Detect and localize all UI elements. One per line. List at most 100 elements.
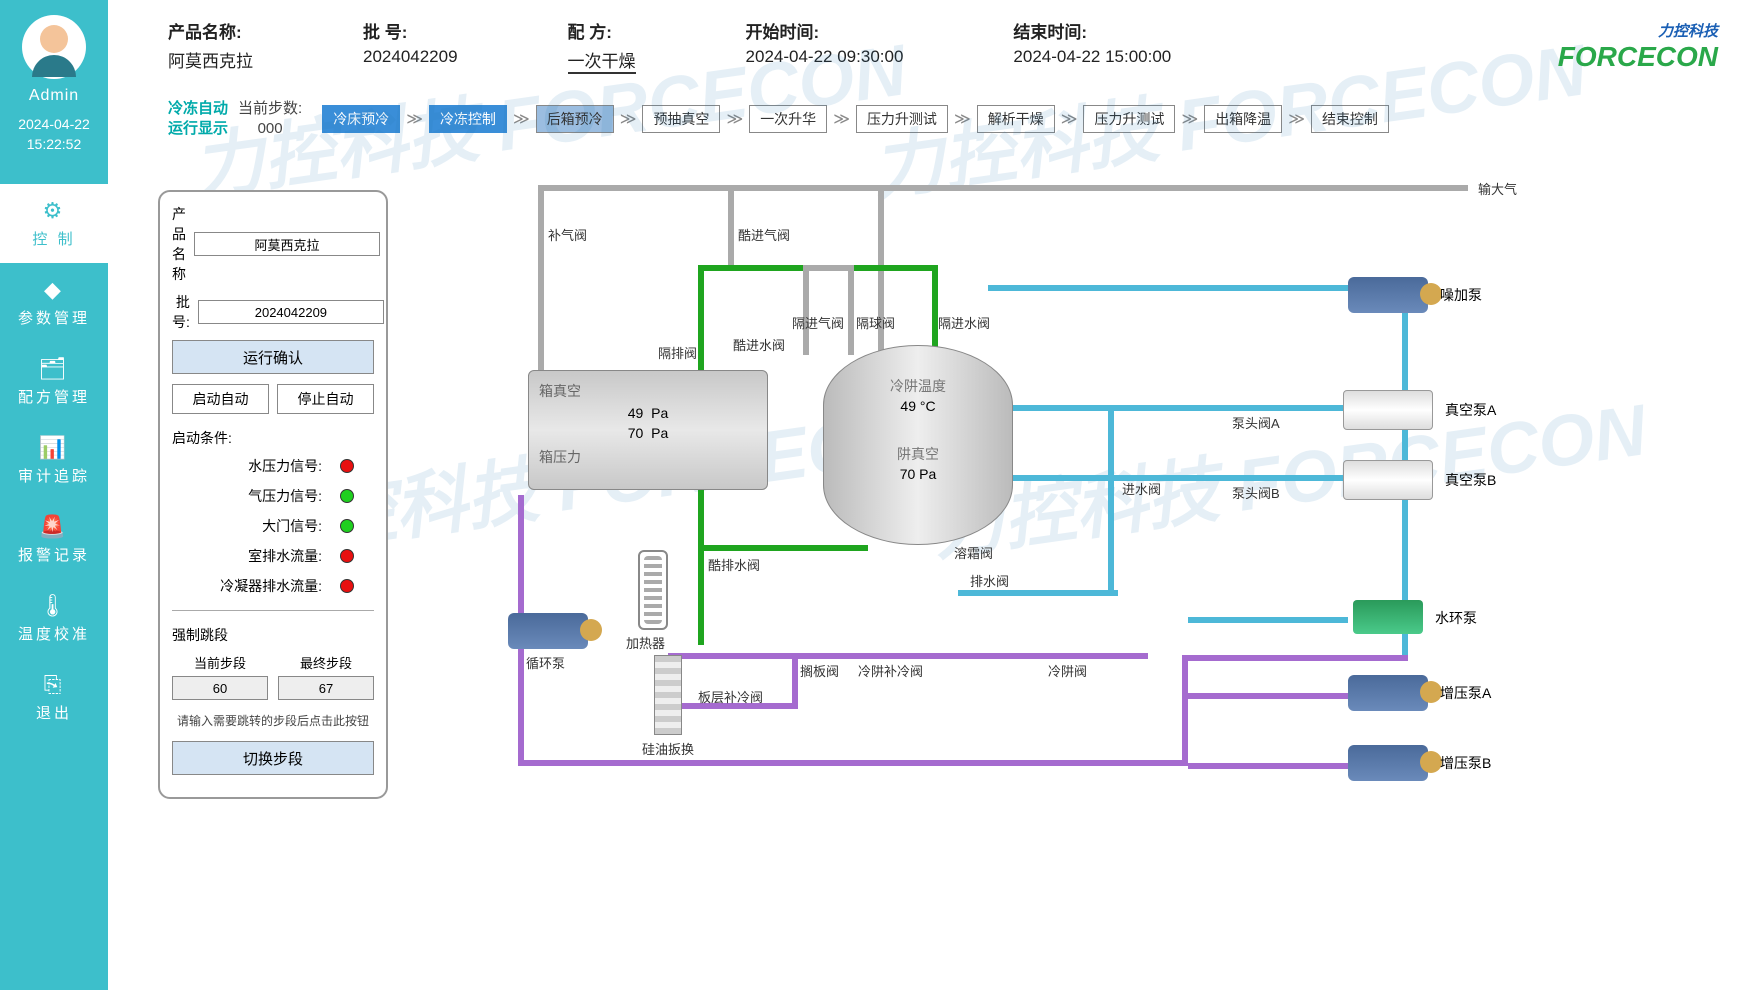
ring-pump: 水环泵 <box>1353 600 1423 640</box>
label-circpump: 循环泵 <box>526 653 565 672</box>
final-step-input[interactable] <box>278 676 374 700</box>
cp-batch-input[interactable] <box>198 300 384 324</box>
step-box[interactable]: 出箱降温 <box>1204 105 1282 133</box>
final-step-label: 最终步段 <box>278 653 374 672</box>
status-label: 冷凝器排水流量: <box>220 576 322 596</box>
pipe <box>1182 655 1188 765</box>
label-gepai: 隔排阀 <box>658 343 697 362</box>
logo-main: FORCECON <box>1558 41 1718 72</box>
label-kujinshui: 酷进水阀 <box>733 335 785 354</box>
pipe <box>538 185 1468 191</box>
nav-label: 温度校准 <box>18 626 90 643</box>
cp-product-input[interactable] <box>194 232 380 256</box>
recipe-label: 配 方: <box>568 18 636 43</box>
pipe <box>518 760 1188 766</box>
end-label: 结束时间: <box>1013 18 1171 43</box>
status-list: 水压力信号:气压力信号:大门信号:室排水流量:冷凝器排水流量: <box>172 456 374 596</box>
cur-step-label: 当前步段 <box>172 653 268 672</box>
vacuum-pump-a: 真空泵A <box>1343 390 1433 430</box>
chart-icon: 📊 <box>0 435 108 461</box>
step-box[interactable]: 后箱预冷 <box>536 105 614 133</box>
pipe <box>803 265 853 271</box>
status-label: 室排水流量: <box>248 546 322 566</box>
btn-stop-auto[interactable]: 停止自动 <box>277 384 374 414</box>
status-row: 室排水流量: <box>172 546 374 566</box>
pipe <box>803 265 809 355</box>
nav-temp-cal[interactable]: 🌡 温度校准 <box>0 579 108 658</box>
trap-temp-label: 冷阱温度 <box>824 376 1012 396</box>
status-label: 大门信号: <box>262 516 322 536</box>
jump-hint: 请输入需要跳转的步段后点击此按钮 <box>172 712 374 729</box>
cur-step-input[interactable] <box>172 676 268 700</box>
chevron-right-icon: ≫ <box>406 109 423 129</box>
step-box[interactable]: 压力升测试 <box>1083 105 1175 133</box>
label-geban: 搁板阀 <box>800 661 839 680</box>
main-area: 力控科技 FORCECON 力控科技 FORCECON 力控科技 FORCECO… <box>108 0 1758 990</box>
nav-label: 参数管理 <box>18 310 90 327</box>
status-row: 大门信号: <box>172 516 374 536</box>
pipe <box>988 285 1408 291</box>
trap-vac-label: 阱真空 <box>824 444 1012 464</box>
sliders-icon: ⚙ <box>0 198 108 224</box>
nav-exit[interactable]: ⎘ 退出 <box>0 658 108 737</box>
nav-audit[interactable]: 📊 审计追踪 <box>0 421 108 500</box>
nav-params[interactable]: ◆ 参数管理 <box>0 263 108 342</box>
chevron-right-icon: ≫ <box>726 109 743 129</box>
datetime: 2024-04-22 15:22:52 <box>18 115 90 154</box>
logo: 力控科技 FORCECON <box>1558 20 1718 73</box>
boost-pump-b: 增压泵B <box>1348 745 1428 781</box>
label-banceng: 板层补冷阀 <box>698 687 763 706</box>
status-row: 冷凝器排水流量: <box>172 576 374 596</box>
pipe <box>1188 693 1348 699</box>
pipe <box>1188 763 1348 769</box>
vacuum-pump-b: 真空泵B <box>1343 460 1433 500</box>
btn-switch-step[interactable]: 切换步段 <box>172 741 374 775</box>
recipe-icon: 🗂 <box>0 356 108 382</box>
batch-value: 2024042209 <box>363 47 458 67</box>
step-box[interactable]: 结束控制 <box>1311 105 1389 133</box>
label-pumpheada: 泵头阀A <box>1232 413 1280 432</box>
header-info: 产品名称:阿莫西克拉 批 号:2024042209 配 方:一次干燥 开始时间:… <box>108 0 1758 84</box>
btn-start-auto[interactable]: 启动自动 <box>172 384 269 414</box>
step-box[interactable]: 预抽真空 <box>642 105 720 133</box>
step-box[interactable]: 冷床预冷 <box>322 105 400 133</box>
start-value: 2024-04-22 09:30:00 <box>746 47 904 67</box>
label-silicone: 硅油扳换 <box>642 739 694 758</box>
pipe <box>1108 405 1114 595</box>
cp-batch-label: 批 号: <box>172 292 190 332</box>
label-kujinqi: 酷进气阀 <box>738 225 790 244</box>
nav-control[interactable]: ⚙ 控 制 <box>0 184 108 263</box>
chevron-right-icon: ≫ <box>1061 109 1078 129</box>
nav-recipe[interactable]: 🗂 配方管理 <box>0 342 108 421</box>
jump-title: 强制跳段 <box>172 625 374 645</box>
nav-alarm[interactable]: 🚨 报警记录 <box>0 500 108 579</box>
btn-confirm[interactable]: 运行确认 <box>172 340 374 374</box>
step-box[interactable]: 冷冻控制 <box>429 105 507 133</box>
cold-trap: 冷阱温度 49 °C 阱真空 70 Pa <box>808 345 1028 585</box>
start-label: 开始时间: <box>746 18 904 43</box>
username: Admin <box>29 87 79 105</box>
process-diagram: 输大气 补气阀 酷进气阀 隔排阀 酷进水阀 酷排水阀 隔进气阀 隔球阀 隔进水阀… <box>408 185 1608 825</box>
pipe <box>538 185 544 375</box>
exit-icon: ⎘ <box>0 672 108 698</box>
pipe <box>848 265 854 355</box>
heater <box>638 550 668 630</box>
logo-sub: 力控科技 <box>1558 20 1718 41</box>
status-led-icon <box>340 579 354 593</box>
nav-label: 配方管理 <box>18 389 90 406</box>
step-count: 当前步数: 000 <box>238 99 302 138</box>
step-box[interactable]: 压力升测试 <box>856 105 948 133</box>
silicone-exchanger <box>654 655 682 735</box>
steps-container: 冷床预冷≫冷冻控制≫后箱预冷≫预抽真空≫一次升华≫压力升测试≫解析干燥≫压力升测… <box>322 105 1389 133</box>
step-mode-label: 冷冻自动 运行显示 <box>168 99 228 138</box>
nav-label: 审计追踪 <box>18 468 90 485</box>
step-box[interactable]: 一次升华 <box>749 105 827 133</box>
label-jinshui: 进水阀 <box>1122 479 1161 498</box>
status-led-icon <box>340 549 354 563</box>
label-lengjingbuleng: 冷阱补冷阀 <box>858 661 923 680</box>
layers-icon: ◆ <box>0 277 108 303</box>
step-box[interactable]: 解析干燥 <box>977 105 1055 133</box>
product-label: 产品名称: <box>168 18 253 43</box>
date: 2024-04-22 <box>18 115 90 135</box>
chevron-right-icon: ≫ <box>833 109 850 129</box>
